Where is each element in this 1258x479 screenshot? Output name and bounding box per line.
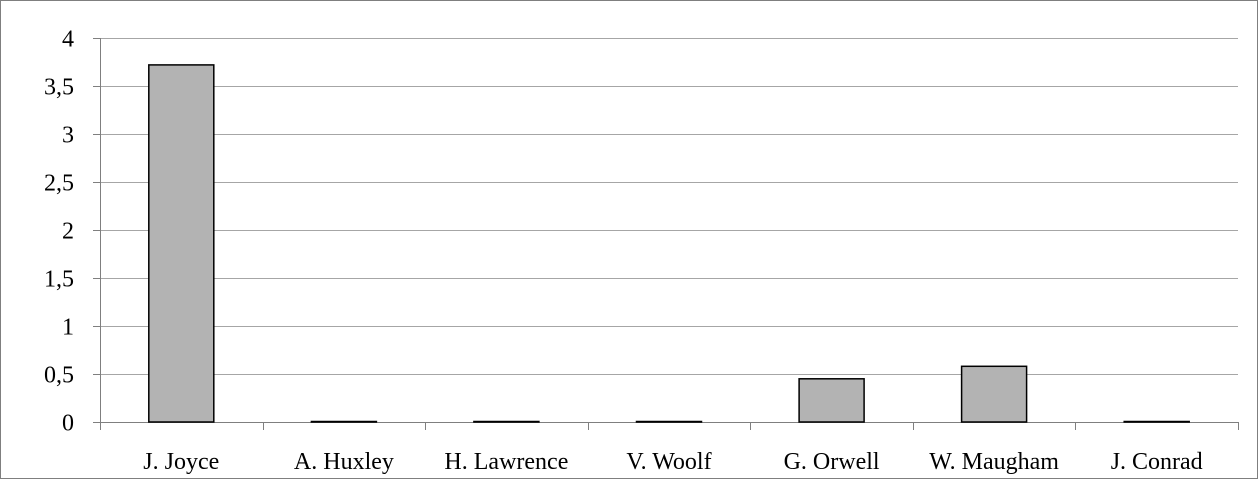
y-tick-label: 0,5 [44,363,74,389]
bar-j-joyce [148,64,215,423]
axes [93,38,1239,430]
y-tick-label: 0 [62,411,74,437]
y-tick-label: 3,5 [44,75,74,101]
y-tick-labels: 0 0,5 1 1,5 2 2,5 3 3,5 4 [44,27,74,437]
y-tick-label: 4 [62,27,74,53]
x-tick-label: J. Conrad [1111,449,1203,475]
x-tick-label: H. Lawrence [444,449,568,475]
bar-w-maugham [960,365,1028,423]
y-tick-label: 2,5 [44,171,74,197]
bar-v-woolf [635,420,703,423]
bar-g-orwell [798,378,865,423]
y-tick-label: 3 [62,123,74,149]
x-tick-label: J. Joyce [143,449,219,475]
x-tick-label: G. Orwell [784,449,880,475]
x-tick-label: V. Woolf [626,449,711,475]
bar-a-huxley [310,420,378,423]
bars [148,64,1190,423]
bar-j-conrad [1123,420,1190,423]
y-tick-label: 2 [62,219,74,245]
x-tick-label: W. Maugham [929,449,1059,475]
gridlines [100,38,1238,375]
y-tick-label: 1 [62,315,74,341]
x-tick-labels: J. Joyce A. Huxley H. Lawrence V. Woolf G. O… [143,449,1202,475]
x-tick-label: A. Huxley [294,449,394,475]
bar-h-lawrence [473,420,540,423]
y-tick-label: 1,5 [44,267,74,293]
